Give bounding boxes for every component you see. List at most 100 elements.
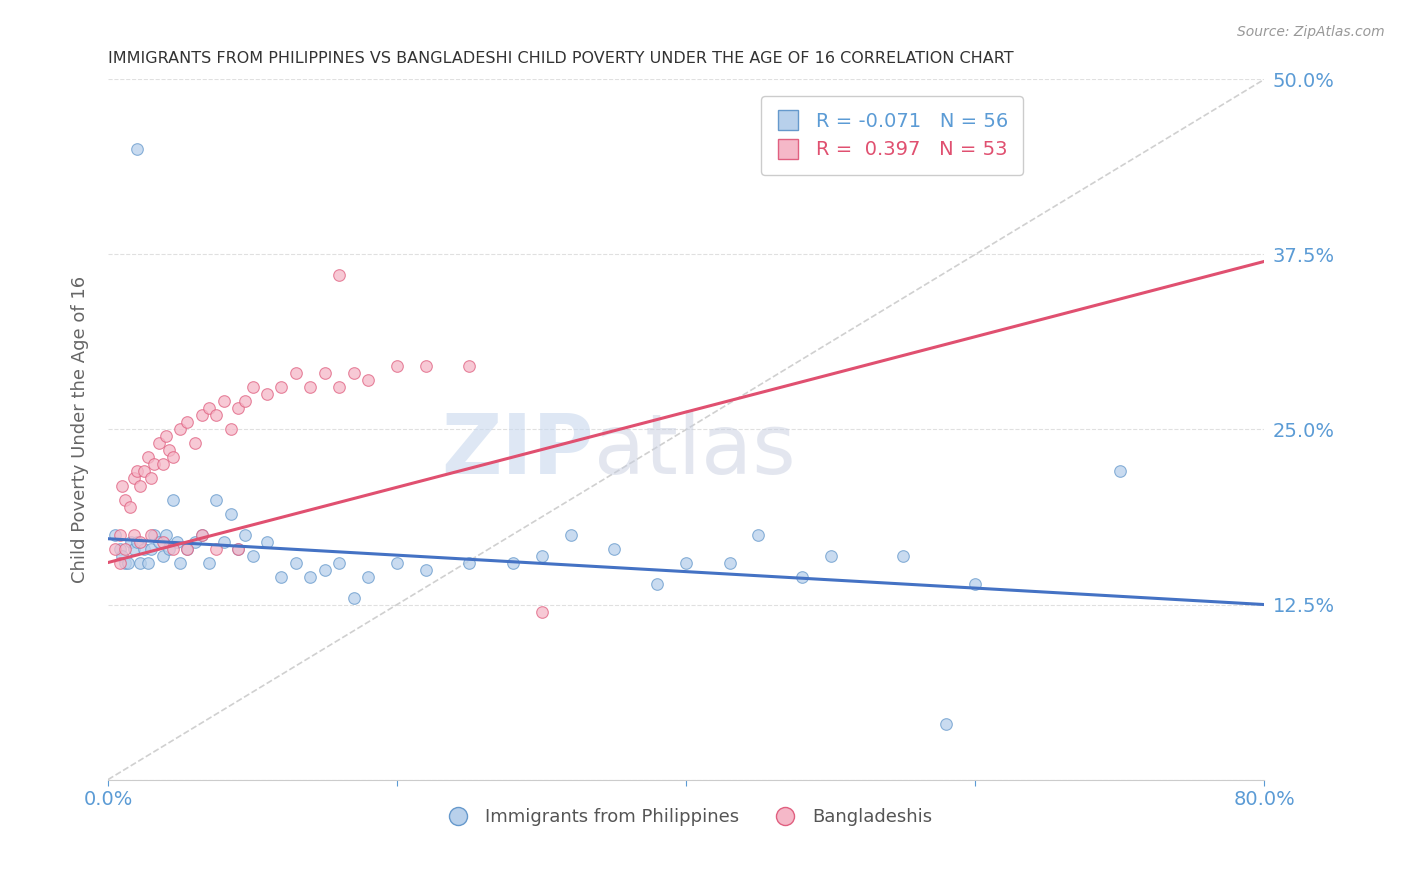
Point [183, 436, 205, 450]
Point [122, 541, 145, 556]
Point [357, 569, 380, 583]
Point [108, 541, 131, 556]
Text: Source: ZipAtlas.com: Source: ZipAtlas.com [1237, 25, 1385, 39]
Point [114, 541, 136, 556]
Point [965, 576, 987, 591]
Point [128, 534, 150, 549]
Point [314, 367, 336, 381]
Point [141, 471, 163, 485]
Point [256, 387, 278, 401]
Point [328, 380, 350, 394]
Point [205, 541, 228, 556]
Point [645, 576, 668, 591]
Point [125, 534, 148, 549]
Point [530, 605, 553, 619]
Point [270, 380, 292, 394]
Y-axis label: Child Poverty Under the Age of 16: Child Poverty Under the Age of 16 [72, 276, 89, 583]
Point [233, 394, 256, 409]
Point [169, 422, 191, 436]
Point [226, 541, 249, 556]
Point [226, 401, 249, 416]
Point [415, 562, 437, 576]
Point [176, 541, 198, 556]
Point [148, 436, 170, 450]
Point [675, 556, 697, 570]
Point [284, 367, 307, 381]
Point [205, 409, 228, 423]
Point [138, 450, 160, 465]
Point [219, 507, 242, 521]
Point [134, 541, 156, 556]
Point [141, 527, 163, 541]
Point [256, 534, 278, 549]
Point [122, 471, 145, 485]
Point [108, 527, 131, 541]
Point [328, 556, 350, 570]
Point [162, 541, 184, 556]
Point [299, 569, 322, 583]
Point [104, 527, 127, 541]
Point [458, 359, 481, 374]
Point [114, 492, 136, 507]
Point [328, 268, 350, 283]
Point [152, 549, 174, 563]
Point [111, 478, 134, 492]
Point [284, 556, 307, 570]
Point [141, 541, 163, 556]
Point [118, 500, 141, 514]
Point [385, 359, 408, 374]
Point [530, 549, 553, 563]
Point [415, 359, 437, 374]
Point [242, 380, 264, 394]
Point [343, 591, 366, 605]
Point [143, 458, 166, 472]
Point [157, 443, 180, 458]
Point [152, 534, 174, 549]
Point [1108, 465, 1130, 479]
Point [191, 527, 214, 541]
Point [502, 556, 524, 570]
Point [183, 534, 205, 549]
Point [603, 541, 626, 556]
Point [205, 492, 228, 507]
Point [114, 556, 136, 570]
Point [166, 534, 188, 549]
Point [212, 534, 235, 549]
Point [385, 556, 408, 570]
Point [162, 492, 184, 507]
Point [191, 409, 214, 423]
Point [198, 401, 221, 416]
Point [157, 541, 180, 556]
Point [108, 556, 131, 570]
Point [134, 465, 156, 479]
Point [314, 562, 336, 576]
Point [104, 541, 127, 556]
Legend: Immigrants from Philippines, Bangladeshis: Immigrants from Philippines, Bangladeshi… [433, 801, 939, 834]
Point [176, 416, 198, 430]
Point [458, 556, 481, 570]
Point [128, 556, 150, 570]
Text: atlas: atlas [593, 410, 796, 491]
Point [152, 458, 174, 472]
Text: IMMIGRANTS FROM PHILIPPINES VS BANGLADESHI CHILD POVERTY UNDER THE AGE OF 16 COR: IMMIGRANTS FROM PHILIPPINES VS BANGLADES… [108, 51, 1014, 66]
Point [176, 541, 198, 556]
Point [233, 527, 256, 541]
Point [125, 465, 148, 479]
Point [111, 549, 134, 563]
Point [212, 394, 235, 409]
Point [128, 478, 150, 492]
Point [198, 556, 221, 570]
Point [143, 527, 166, 541]
Point [270, 569, 292, 583]
Point [191, 527, 214, 541]
Point [125, 142, 148, 156]
Point [820, 549, 842, 563]
Point [560, 527, 582, 541]
Point [117, 556, 139, 570]
Point [148, 534, 170, 549]
Point [122, 527, 145, 541]
Point [935, 156, 957, 170]
Point [357, 374, 380, 388]
Point [120, 534, 142, 549]
Point [155, 527, 177, 541]
